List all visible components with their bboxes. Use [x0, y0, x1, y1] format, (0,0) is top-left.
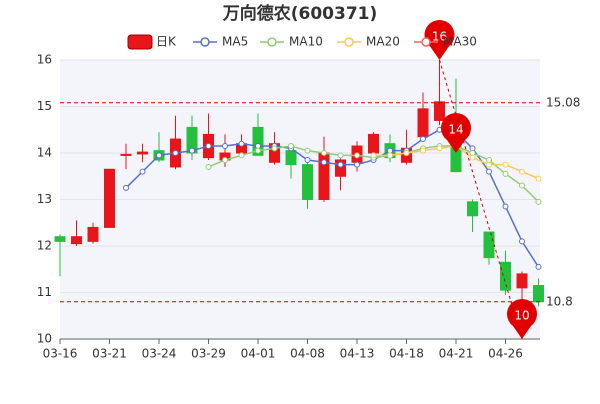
legend-label[interactable]: MA10 [289, 35, 323, 49]
ma-point [535, 175, 542, 182]
candle-body [335, 159, 346, 177]
marker-pin [424, 20, 455, 60]
candle-body [516, 273, 528, 289]
y-tick-label: 13 [37, 192, 52, 206]
candle-body [434, 101, 445, 121]
ma-point [535, 263, 542, 270]
candle-body [417, 108, 429, 138]
marker-label: 16 [432, 30, 447, 44]
ma-point [354, 161, 360, 168]
legend-swatch[interactable] [200, 37, 210, 47]
ma-point [205, 163, 212, 170]
candle-body [120, 153, 132, 156]
ma-point [519, 182, 525, 189]
ma-point [304, 156, 311, 163]
ma-point [337, 152, 344, 159]
ma-point [486, 168, 492, 175]
ma-point [156, 152, 162, 159]
ma-point [337, 161, 344, 168]
ma-point [519, 238, 525, 245]
candle-body [483, 231, 495, 259]
x-tick-label: 03-21 [92, 347, 127, 361]
ma-point [354, 152, 360, 159]
reference-label: 10.8 [546, 294, 573, 308]
ma-point [271, 145, 278, 152]
candle-body [467, 201, 478, 217]
ma-point [436, 145, 443, 152]
x-tick-label: 03-16 [43, 347, 78, 361]
candle-body [87, 226, 99, 242]
y-tick-label: 11 [37, 285, 52, 299]
ma-point [222, 143, 228, 150]
legend-swatch[interactable] [421, 37, 431, 47]
candle-body [500, 261, 511, 291]
x-tick-label: 03-24 [142, 347, 177, 361]
legend-swatch[interactable] [127, 34, 153, 50]
y-tick-label: 14 [37, 146, 52, 160]
candle-body [137, 151, 148, 155]
ma-point [288, 143, 294, 150]
legend-label[interactable]: MA5 [222, 35, 248, 49]
ma-point [519, 168, 525, 175]
ma-point [172, 150, 179, 156]
chart-title: 万向德农(600371) [222, 3, 378, 24]
marker-label: 10 [514, 309, 529, 323]
x-tick-label: 03-29 [191, 347, 226, 361]
x-tick-label: 04-18 [389, 347, 424, 361]
reference-label: 15.08 [546, 95, 580, 109]
ma-point [420, 136, 426, 143]
x-tick-label: 04-08 [290, 347, 325, 361]
candle-body [104, 168, 115, 228]
x-tick-label: 04-01 [241, 347, 276, 361]
ma-point [387, 152, 393, 159]
ma-point [205, 143, 212, 150]
y-tick-label: 10 [37, 332, 52, 346]
ma-point [502, 170, 509, 177]
y-tick-label: 16 [37, 53, 52, 67]
ma-point [139, 168, 146, 175]
legend-label[interactable]: MA20 [366, 35, 400, 49]
ma-point [222, 156, 228, 163]
legend-swatch[interactable] [344, 37, 354, 47]
ma-point [403, 150, 410, 156]
ma-point [238, 140, 245, 147]
ma-point [189, 147, 195, 154]
ma-point [502, 161, 509, 168]
candle-body [368, 133, 379, 154]
x-tick-label: 04-26 [488, 347, 523, 361]
candle-body [302, 164, 313, 200]
marker-pin [507, 299, 538, 339]
ma-point [123, 184, 129, 191]
candle-body [285, 150, 297, 166]
ma-point [304, 147, 311, 154]
legend-label[interactable]: MA30 [443, 35, 477, 49]
y-tick-label: 12 [37, 239, 52, 253]
marker-link [439, 59, 523, 340]
ma-point [502, 203, 509, 210]
marker-pin [441, 113, 472, 153]
candle-body [54, 236, 66, 242]
ma-point [321, 150, 327, 156]
x-tick-label: 04-21 [439, 347, 474, 361]
ma-point [469, 154, 476, 161]
candle-body [533, 285, 544, 303]
x-tick-label: 04-13 [340, 347, 375, 361]
ma-point [321, 159, 327, 166]
ma-point [238, 152, 245, 159]
legend-label[interactable]: 日K [156, 35, 177, 49]
candle-body [71, 236, 82, 245]
ma-point [486, 161, 492, 168]
ma-point [420, 147, 426, 154]
y-tick-label: 15 [37, 99, 52, 113]
candle-body [252, 126, 264, 156]
marker-label: 14 [448, 123, 463, 137]
legend-swatch[interactable] [267, 37, 277, 47]
ma-point [535, 198, 542, 205]
ma-point [255, 147, 261, 154]
ma-point [370, 152, 377, 159]
